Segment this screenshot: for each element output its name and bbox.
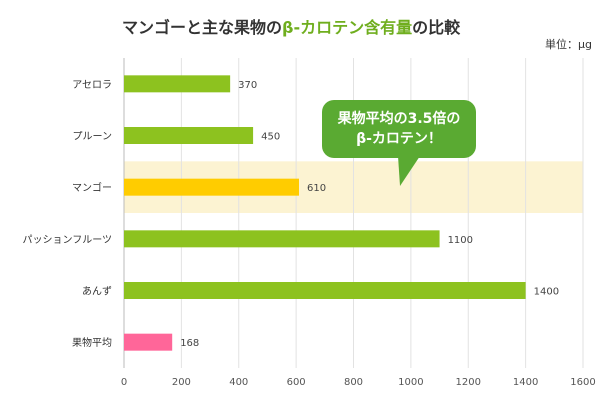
- callout-bubble: [322, 100, 476, 186]
- title-highlight: β-カロテン含有量: [282, 18, 413, 37]
- x-tick-label: 1600: [570, 377, 595, 388]
- data-label: 1400: [534, 287, 559, 298]
- category-label: 果物平均: [72, 336, 112, 349]
- bar: [124, 178, 299, 196]
- x-tick-label: 400: [229, 377, 248, 388]
- chart-title: マンゴーと主な果物のβ-カロテン含有量の比較: [122, 14, 460, 38]
- callout-line-1: 果物平均の3.5倍の: [337, 111, 461, 127]
- x-tick-label: 1200: [456, 377, 481, 388]
- data-label: 370: [238, 80, 257, 91]
- x-tick-label: 1400: [513, 377, 538, 388]
- callout-text: 果物平均の3.5倍の β-カロテン！: [322, 100, 476, 158]
- data-label: 610: [307, 183, 326, 194]
- x-tick-label: 1000: [398, 377, 423, 388]
- title-prefix: マンゴーと主な果物の: [122, 18, 283, 37]
- unit-label: 単位：μg: [545, 38, 592, 51]
- x-tick-label: 600: [287, 377, 306, 388]
- data-label: 1100: [448, 235, 473, 246]
- category-label: プルーン: [73, 131, 113, 143]
- title-suffix: の比較: [412, 18, 461, 37]
- data-label: 168: [180, 338, 199, 349]
- bar: [124, 230, 440, 248]
- category-label: アセロラ: [72, 79, 112, 91]
- x-tick-label: 800: [344, 377, 363, 388]
- bar: [124, 333, 173, 351]
- category-label: マンゴー: [72, 181, 112, 194]
- category-label: パッションフルーツ: [23, 234, 113, 246]
- bar: [124, 75, 231, 93]
- x-tick-label: 200: [172, 377, 191, 388]
- data-label: 450: [261, 132, 280, 143]
- callout-line-2: β-カロテン！: [356, 131, 442, 147]
- callout-tail: [398, 156, 420, 186]
- bar: [124, 127, 254, 144]
- callout-body: [322, 100, 476, 158]
- x-tick-label: 0: [121, 377, 127, 388]
- bar: [124, 282, 526, 299]
- category-label: あんず: [82, 286, 112, 298]
